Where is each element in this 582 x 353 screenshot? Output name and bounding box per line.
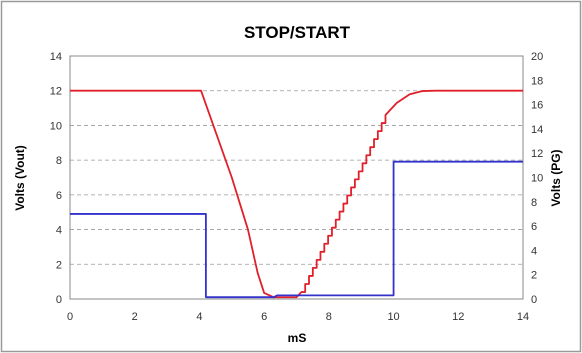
y-left-tick-label: 10 [50,120,62,132]
x-tick-label: 4 [196,311,202,323]
x-tick-label: 0 [67,311,73,323]
plot-area-frame [69,55,524,300]
y-left-tick-label: 0 [56,294,62,306]
y-left-tick-label: 14 [50,51,62,63]
y-left-tick-label: 6 [56,190,62,202]
y-right-tick-label: 0 [531,294,537,306]
x-tick-label: 14 [517,311,529,323]
chart-title: STOP/START [244,23,351,42]
y-right-tick-label: 2 [531,270,537,282]
x-tick-label: 2 [132,311,138,323]
y-right-tick-label: 8 [531,197,537,209]
x-tick-label: 10 [387,311,399,323]
y-axis-right-label: Volts (PG) [549,149,563,206]
y-right-tick-label: 16 [531,100,543,112]
x-axis-label: mS [288,331,307,345]
y-left-tick-label: 8 [56,155,62,167]
y-left-tick-label: 4 [56,225,62,237]
y-axis-left-label: Volts (Vout) [13,145,27,211]
x-tick-label: 8 [326,311,332,323]
x-tick-label: 6 [261,311,267,323]
y-right-tick-label: 4 [531,245,537,257]
y-right-tick-label: 20 [531,51,543,63]
series-group [70,89,523,299]
y-right-tick-label: 12 [531,148,543,160]
y-left-tick-label: 2 [56,259,62,271]
vout-voltage-line [70,89,523,299]
y-right-tick-label: 6 [531,221,537,233]
gridlines [70,90,523,265]
y-left-tick-label: 12 [50,86,62,98]
y-right-tick-label: 10 [531,173,543,185]
y-right-tick-label: 14 [531,124,543,136]
pg-voltage-line [70,160,523,299]
x-tick-label: 12 [452,311,464,323]
y-right-tick-label: 18 [531,75,543,87]
